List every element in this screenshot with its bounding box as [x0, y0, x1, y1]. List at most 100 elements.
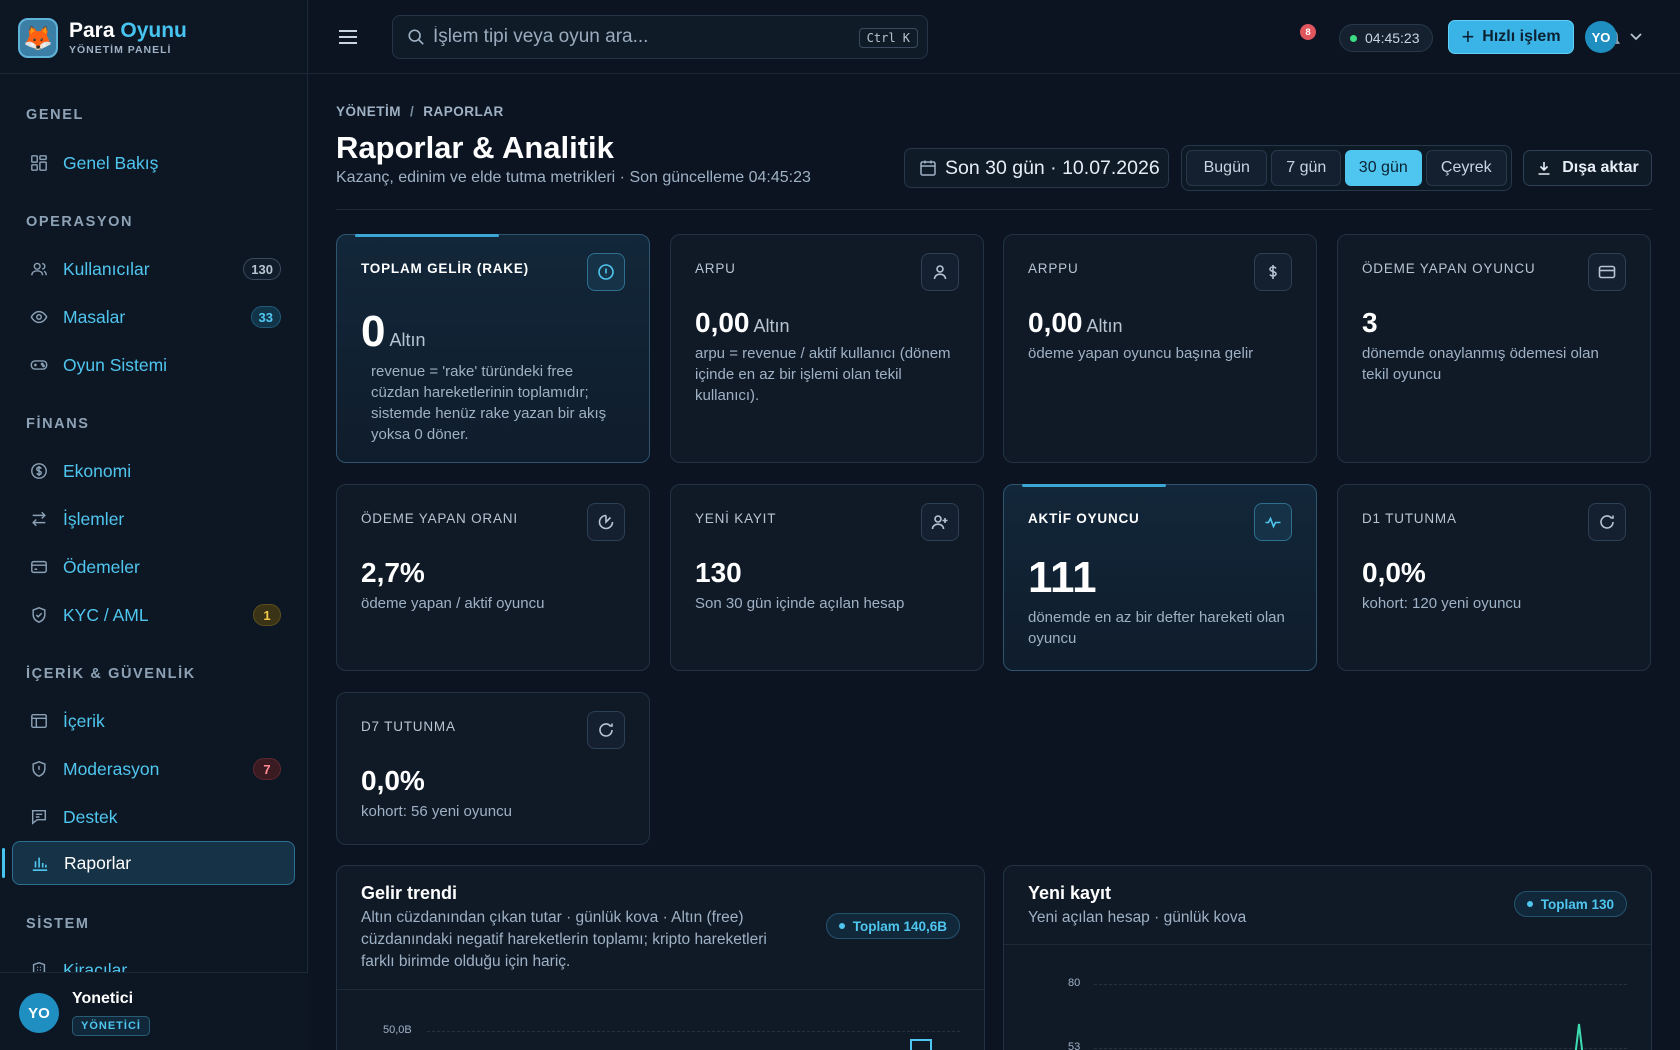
current-user[interactable]: YO Yonetici YÖNETİCİ — [0, 972, 308, 1050]
chevron-down-icon[interactable] — [1628, 28, 1644, 44]
revenue-y-tick: 50,0B — [383, 1024, 412, 1036]
sidebar-item-icerik[interactable]: İçerik — [12, 699, 295, 743]
breadcrumb-item-raporlar: RAPORLAR — [423, 104, 504, 119]
brand-name: Para Oyunu — [69, 19, 187, 42]
sidebar-item-odemeler[interactable]: Ödemeler — [12, 545, 295, 589]
refresh-icon — [1588, 503, 1626, 541]
section-title-sistem: SİSTEM — [26, 916, 90, 932]
pie-icon — [587, 503, 625, 541]
activity-icon — [1254, 503, 1292, 541]
stat-card-d1-retention: D1 TUTUNMA 0,0% kohort: 120 yeni oyuncu — [1337, 484, 1651, 671]
dollar-icon — [1254, 253, 1292, 291]
new-signups-subtitle: Yeni açılan hesap · günlük kova — [1028, 909, 1247, 926]
signups-y-tick-53: 53 — [1068, 1041, 1081, 1050]
eye-icon — [29, 307, 49, 327]
stat-card-paying-rate: ÖDEME YAPAN ORANI 2,7% ödeme yapan / akt… — [336, 484, 650, 671]
signups-total-badge: Toplam 130 — [1513, 891, 1627, 917]
credit-card-icon — [1588, 253, 1626, 291]
transfer-icon — [29, 509, 49, 529]
layout-icon — [29, 711, 49, 731]
revenue-trend-title: Gelir trendi — [361, 883, 458, 903]
tables-count-badge: 33 — [250, 306, 281, 328]
revenue-trend-subtitle: Altın cüzdanından çıkan tutar · günlük k… — [361, 909, 767, 970]
header-avatar[interactable]: YO — [1585, 21, 1617, 53]
revenue-bar — [910, 1039, 932, 1050]
brand[interactable]: 🦊 Para Oyunu YÖNETİM PANELİ — [18, 16, 187, 60]
page-subtitle: Kazanç, edinim ve elde tutma metrikleri … — [336, 169, 811, 186]
sidebar-item-genel-bakis[interactable]: Genel Bakış — [12, 141, 295, 185]
sidebar-item-destek[interactable]: Destek — [12, 795, 295, 839]
sidebar-item-oyun-sistemi[interactable]: Oyun Sistemi — [12, 343, 295, 387]
user-name: Yonetici — [72, 990, 134, 1007]
sidebar-item-kiracilar[interactable]: Kiracılar — [12, 948, 295, 972]
user-avatar: YO — [19, 993, 59, 1033]
menu-toggle-icon[interactable] — [334, 23, 362, 51]
new-signups-panel: Yeni kayıt Yeni açılan hesap · günlük ko… — [1003, 865, 1652, 1050]
building-icon — [29, 960, 49, 972]
clock-status: 04:45:23 — [1339, 24, 1433, 52]
card-icon — [29, 557, 49, 577]
new-signups-title: Yeni kayıt — [1028, 883, 1112, 903]
sidebar-item-moderasyon[interactable]: Moderasyon 7 — [12, 747, 295, 791]
section-title-finans: FİNANS — [26, 416, 90, 432]
search-shortcut: Ctrl K — [858, 28, 918, 48]
export-button[interactable]: Dışa aktar — [1523, 150, 1652, 186]
moderation-count-badge: 7 — [253, 758, 281, 780]
sidebar-item-masalar[interactable]: Masalar 33 — [12, 295, 295, 339]
brand-subtitle: YÖNETİM PANELİ — [69, 44, 172, 56]
top-bar: Ctrl K 8 04:45:23 + Hızlı işlem YO — [308, 0, 1680, 74]
stat-card-d7-retention: D7 TUTUNMA 0,0% kohort: 56 yeni oyuncu — [336, 692, 650, 845]
stat-card-paying-players: ÖDEME YAPAN OYUNCU 3 dönemde onaylanmış … — [1337, 234, 1651, 463]
range-quarter-button[interactable]: Çeyrek — [1425, 150, 1507, 186]
kyc-count-badge: 1 — [253, 604, 281, 626]
stat-card-arppu: ARPPU 0,00 Altın ödeme yapan oyuncu başın… — [1003, 234, 1317, 463]
info-icon — [587, 253, 625, 291]
sidebar-item-kyc-aml[interactable]: KYC / AML 1 — [12, 593, 295, 637]
quick-action-button[interactable]: + Hızlı işlem — [1448, 20, 1574, 54]
calendar-icon — [920, 160, 936, 176]
bar-chart-icon — [30, 853, 50, 873]
fox-logo-icon: 🦊 — [18, 18, 58, 58]
section-title-operasyon: OPERASYON — [26, 214, 134, 230]
date-range-picker[interactable]: Son 30 gün · 10.07.2026 — [904, 148, 1169, 188]
signups-line — [1574, 1023, 1584, 1050]
user-icon — [921, 253, 959, 291]
download-icon — [1538, 162, 1550, 175]
sidebar-item-kullanicilar[interactable]: Kullanıcılar 130 — [12, 247, 295, 291]
search-box: Ctrl K — [392, 15, 928, 59]
range-today-button[interactable]: Bugün — [1186, 150, 1268, 186]
dashboard-icon — [29, 153, 49, 173]
message-icon — [29, 807, 49, 827]
stat-card-arpu: ARPU 0,00 Altın arpu = revenue / aktif ku… — [670, 234, 984, 463]
plus-icon: + — [1461, 24, 1475, 49]
notification-badge: 8 — [1300, 24, 1316, 40]
user-plus-icon — [921, 503, 959, 541]
stat-card-new-signups: YENİ KAYIT 130 Son 30 gün içinde açılan … — [670, 484, 984, 671]
refresh-icon — [587, 711, 625, 749]
signups-y-tick-80: 80 — [1068, 977, 1081, 989]
shield-alert-icon — [29, 759, 49, 779]
sidebar: 🦊 Para Oyunu YÖNETİM PANELİ GENEL Genel … — [0, 0, 308, 1050]
sidebar-item-raporlar[interactable]: Raporlar — [12, 841, 295, 885]
sidebar-item-ekonomi[interactable]: Ekonomi — [12, 449, 295, 493]
shield-check-icon — [29, 605, 49, 625]
gamepad-icon — [29, 355, 49, 375]
online-dot-icon — [1350, 34, 1357, 42]
stat-card-total-revenue: TOPLAM GELİR (RAKE) 0 Altın revenue = 'ra… — [336, 234, 650, 463]
search-input[interactable] — [433, 26, 833, 48]
users-count-badge: 130 — [243, 258, 281, 280]
breadcrumb-item-yonetim[interactable]: YÖNETİM — [336, 104, 402, 119]
revenue-trend-panel: Gelir trendi Altın cüzdanından çıkan tut… — [336, 865, 985, 1050]
section-title-genel: GENEL — [26, 107, 84, 123]
range-selector: Bugün 7 gün 30 gün Çeyrek — [1181, 145, 1512, 191]
range-30d-button[interactable]: 30 gün — [1345, 150, 1422, 186]
range-7d-button[interactable]: 7 gün — [1271, 150, 1342, 186]
page-title: Raporlar & Analitik — [336, 130, 614, 165]
sidebar-item-islemler[interactable]: İşlemler — [12, 497, 295, 541]
sidebar-nav: GENEL Genel Bakış OPERASYON Kullanıcılar… — [0, 74, 308, 972]
users-icon — [29, 259, 49, 279]
breadcrumb: YÖNETİM / RAPORLAR — [336, 104, 504, 119]
user-role-badge: YÖNETİCİ — [72, 1016, 150, 1036]
stat-card-active-players: AKTİF OYUNCU 111 dönemde en az bir defte… — [1003, 484, 1317, 671]
search-icon — [408, 29, 424, 45]
